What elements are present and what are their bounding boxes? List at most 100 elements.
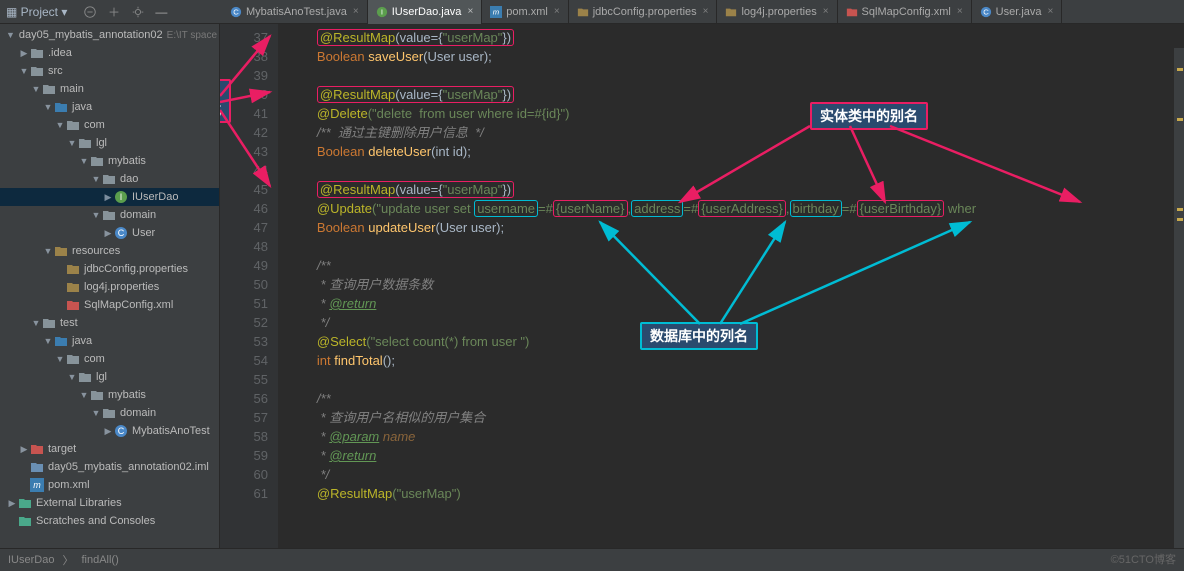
collapse-icon[interactable] xyxy=(83,5,97,19)
expand-icon[interactable] xyxy=(107,5,121,19)
code-line-39[interactable] xyxy=(278,66,1184,85)
tree-arrow-icon[interactable]: ▼ xyxy=(54,354,66,364)
tree-item-java[interactable]: ▼java xyxy=(0,332,219,350)
code-line-56[interactable]: /** xyxy=(278,389,1184,408)
tree-arrow-icon[interactable]: ▼ xyxy=(42,336,54,346)
tree-arrow-icon[interactable]: ▼ xyxy=(66,138,78,148)
code-line-45[interactable]: @ResultMap(value={"userMap"}) xyxy=(278,180,1184,199)
tree-item-java[interactable]: ▼java xyxy=(0,98,219,116)
tree-arrow-icon[interactable]: ▶ xyxy=(18,48,30,59)
tree-item-sqlmapconfigxml[interactable]: SqlMapConfig.xml xyxy=(0,296,219,314)
tree-item-day05mybatisannotation02iml[interactable]: day05_mybatis_annotation02.iml xyxy=(0,458,219,476)
tree-item-jdbcconfigproperties[interactable]: jdbcConfig.properties xyxy=(0,260,219,278)
code-line-42[interactable]: /** 通过主键删除用户信息 */ xyxy=(278,123,1184,142)
tree-arrow-icon[interactable]: ▼ xyxy=(78,156,90,166)
code-line-60[interactable]: */ xyxy=(278,465,1184,484)
tree-arrow-icon[interactable]: ▼ xyxy=(30,318,42,328)
hide-icon[interactable]: — xyxy=(155,5,167,19)
code-line-57[interactable]: * 查询用户名相似的用户集合 xyxy=(278,408,1184,427)
project-tree[interactable]: ▼day05_mybatis_annotation02E:\IT space▶.… xyxy=(0,24,220,548)
tree-arrow-icon[interactable]: ▼ xyxy=(90,408,102,418)
tree-item-mybatisanotest[interactable]: ▶CMybatisAnoTest xyxy=(0,422,219,440)
code-line-59[interactable]: * @return xyxy=(278,446,1184,465)
tree-arrow-icon[interactable]: ▶ xyxy=(102,192,114,203)
tree-item-scratchesandconsoles[interactable]: Scratches and Consoles xyxy=(0,512,219,530)
tree-item-test[interactable]: ▼test xyxy=(0,314,219,332)
tree-item-resources[interactable]: ▼resources xyxy=(0,242,219,260)
code-line-61[interactable]: @ResultMap("userMap") xyxy=(278,484,1184,503)
code-line-55[interactable] xyxy=(278,370,1184,389)
tree-arrow-icon[interactable]: ▼ xyxy=(30,84,42,94)
settings-icon[interactable] xyxy=(131,5,145,19)
tree-item-mybatis[interactable]: ▼mybatis xyxy=(0,386,219,404)
tree-arrow-icon[interactable]: ▼ xyxy=(42,102,54,112)
tree-label: lgl xyxy=(96,137,107,149)
tree-item-domain[interactable]: ▼ domain xyxy=(0,404,219,422)
close-icon[interactable]: × xyxy=(1048,6,1054,17)
tree-item-iuserdao[interactable]: ▶IIUserDao xyxy=(0,188,219,206)
tree-arrow-icon[interactable]: ▶ xyxy=(102,228,114,239)
code-line-40[interactable]: @ResultMap(value={"userMap"}) xyxy=(278,85,1184,104)
tree-arrow-icon[interactable]: ▼ xyxy=(18,66,30,76)
code-line-41[interactable]: @Delete("delete from user where id=#{id}… xyxy=(278,104,1184,123)
code-area[interactable]: @ResultMap(value={"userMap"}) Boolean sa… xyxy=(278,24,1184,548)
tree-item-src[interactable]: ▼src xyxy=(0,62,219,80)
code-line-46[interactable]: @Update("update user set username=#{user… xyxy=(278,199,1184,218)
tree-arrow-icon[interactable]: ▶ xyxy=(18,444,30,455)
tree-item-dao[interactable]: ▼dao xyxy=(0,170,219,188)
code-line-50[interactable]: * 查询用户数据条数 xyxy=(278,275,1184,294)
tree-arrow-icon[interactable]: ▼ xyxy=(6,30,15,40)
close-icon[interactable]: × xyxy=(554,6,560,17)
tree-item-main[interactable]: ▼main xyxy=(0,80,219,98)
code-line-37[interactable]: @ResultMap(value={"userMap"}) xyxy=(278,28,1184,47)
close-icon[interactable]: × xyxy=(703,6,709,17)
tree-arrow-icon[interactable]: ▼ xyxy=(54,120,66,130)
tab-log4j-properties[interactable]: log4j.properties× xyxy=(717,0,837,24)
tree-item-mybatis[interactable]: ▼mybatis xyxy=(0,152,219,170)
tree-item-lgl[interactable]: ▼lgl xyxy=(0,368,219,386)
code-line-48[interactable] xyxy=(278,237,1184,256)
code-line-49[interactable]: /** xyxy=(278,256,1184,275)
code-editor[interactable]: 3738394041424344454647484950515253545556… xyxy=(220,24,1184,548)
tree-item-day05mybatisannotation02[interactable]: ▼day05_mybatis_annotation02E:\IT space xyxy=(0,26,219,44)
tab-user-java[interactable]: CUser.java× xyxy=(972,0,1063,24)
mini-map[interactable] xyxy=(1174,48,1184,548)
tree-label: domain xyxy=(120,407,156,419)
tree-arrow-icon[interactable]: ▼ xyxy=(78,390,90,400)
tree-arrow-icon[interactable]: ▼ xyxy=(42,246,54,256)
breadcrumb-method[interactable]: findAll() xyxy=(81,554,118,566)
code-line-58[interactable]: * @param name xyxy=(278,427,1184,446)
tree-arrow-icon[interactable]: ▼ xyxy=(90,210,102,220)
code-line-51[interactable]: * @return xyxy=(278,294,1184,313)
tree-item-externallibraries[interactable]: ▶External Libraries xyxy=(0,494,219,512)
tab-mybatisanotest-java[interactable]: CMybatisAnoTest.java× xyxy=(222,0,368,24)
breadcrumb-class[interactable]: IUserDao xyxy=(8,554,54,566)
tree-item-com[interactable]: ▼com xyxy=(0,116,219,134)
code-line-47[interactable]: Boolean updateUser(User user); xyxy=(278,218,1184,237)
tree-item-domain[interactable]: ▼domain xyxy=(0,206,219,224)
tree-item-com[interactable]: ▼com xyxy=(0,350,219,368)
tab-sqlmapconfig-xml[interactable]: SqlMapConfig.xml× xyxy=(838,0,972,24)
tree-arrow-icon[interactable]: ▶ xyxy=(102,426,114,437)
tree-arrow-icon[interactable]: ▶ xyxy=(6,498,18,509)
tree-item-log4jproperties[interactable]: log4j.properties xyxy=(0,278,219,296)
code-line-43[interactable]: Boolean deleteUser(int id); xyxy=(278,142,1184,161)
close-icon[interactable]: × xyxy=(823,6,829,17)
tree-item-lgl[interactable]: ▼ lgl xyxy=(0,134,219,152)
tree-arrow-icon[interactable]: ▼ xyxy=(90,174,102,184)
tree-item-user[interactable]: ▶CUser xyxy=(0,224,219,242)
code-line-38[interactable]: Boolean saveUser(User user); xyxy=(278,47,1184,66)
tree-item-target[interactable]: ▶target xyxy=(0,440,219,458)
close-icon[interactable]: × xyxy=(467,6,473,17)
tab-jdbcconfig-properties[interactable]: jdbcConfig.properties× xyxy=(569,0,718,24)
code-line-54[interactable]: int findTotal(); xyxy=(278,351,1184,370)
tree-item-idea[interactable]: ▶.idea xyxy=(0,44,219,62)
tree-item-pomxml[interactable]: mpom.xml xyxy=(0,476,219,494)
tree-arrow-icon[interactable]: ▼ xyxy=(66,372,78,382)
tab-iuserdao-java[interactable]: IIUserDao.java× xyxy=(368,0,483,24)
close-icon[interactable]: × xyxy=(353,6,359,17)
breadcrumb[interactable]: IUserDao 〉 findAll() xyxy=(0,548,1184,571)
close-icon[interactable]: × xyxy=(957,6,963,17)
code-line-44[interactable] xyxy=(278,161,1184,180)
tab-pom-xml[interactable]: mpom.xml× xyxy=(482,0,568,24)
